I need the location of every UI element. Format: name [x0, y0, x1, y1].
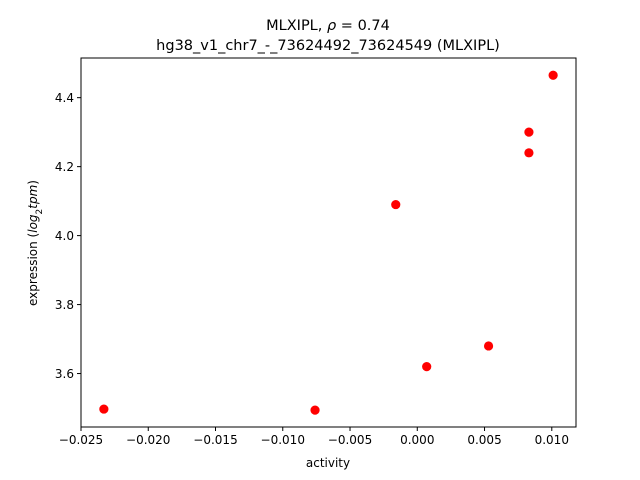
x-tick-label: −0.015	[193, 433, 237, 447]
data-point-5	[483, 341, 494, 351]
y-tick-label: 3.6	[55, 367, 74, 381]
x-tick-label: −0.005	[328, 433, 372, 447]
y-tick-label: 4.4	[55, 91, 74, 105]
y-tick-label: 4.0	[55, 229, 74, 243]
y-axis-label: expression (log2tpm)	[26, 180, 45, 306]
chart-title-line1: MLXIPL, ρ = 0.74	[266, 18, 390, 34]
x-tick-label: 0.000	[400, 433, 434, 447]
data-point-6	[524, 127, 534, 137]
x-tick-label: −0.025	[59, 433, 103, 447]
y-tick-label: 4.2	[55, 160, 74, 174]
y-tick-label: 3.8	[55, 298, 74, 312]
data-point-2	[310, 405, 320, 415]
plot-area: −0.025 −0.020 −0.015 −0.010 −0.005 0.000 0.005…	[55, 57, 577, 447]
data-point-7	[524, 148, 534, 158]
x-axis-label: activity	[306, 456, 350, 470]
x-tick-label: −0.020	[126, 433, 170, 447]
x-tick-label: 0.005	[467, 433, 501, 447]
data-point-1	[99, 404, 109, 414]
data-point-3	[391, 199, 401, 210]
data-point-4	[422, 362, 432, 372]
x-tick-label: 0.010	[535, 433, 569, 447]
data-point-8	[548, 70, 558, 80]
plot-frame	[80, 57, 577, 428]
chart-title-line2: hg38_v1_chr7_-_73624492_73624549 (MLXIPL…	[156, 38, 500, 54]
x-tick-label: −0.010	[261, 433, 305, 447]
